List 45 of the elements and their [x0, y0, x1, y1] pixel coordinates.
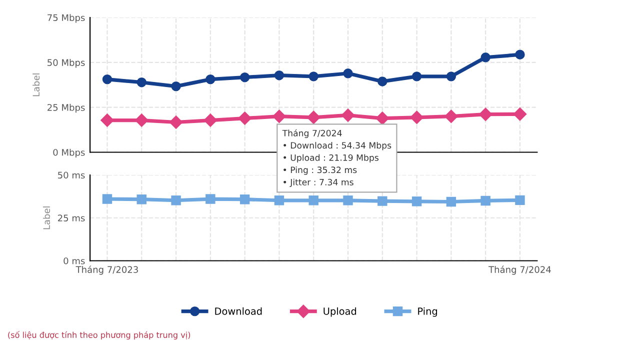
point: [412, 72, 422, 82]
x-tick-label: Tháng 7/2023: [76, 266, 138, 275]
text: • Ping : 35.32 ms: [284, 166, 357, 175]
point: [478, 108, 492, 121]
point: [136, 78, 146, 88]
y-tick-label: 75 Mbps: [48, 14, 85, 23]
point: [410, 110, 424, 124]
point: [272, 110, 286, 123]
point: [102, 74, 112, 84]
point: [308, 72, 318, 82]
point: [515, 50, 525, 60]
legend-label: Ping: [418, 307, 437, 317]
point: [135, 114, 148, 127]
y-axis-title: Label: [32, 74, 40, 96]
legend-label: Upload: [324, 307, 356, 317]
legend-label: Download: [215, 307, 262, 315]
point: [341, 108, 355, 122]
point: [238, 112, 252, 125]
point: [343, 68, 353, 78]
point: [307, 110, 320, 124]
point: [100, 114, 114, 127]
point: [274, 70, 284, 80]
y-tick-label: 50 ms: [58, 172, 85, 179]
point: [513, 108, 527, 121]
y-tick-label: 25 Mbps: [48, 104, 85, 113]
annotation: Tháng 7/2024: [282, 129, 342, 138]
annotation: • Download : 54.34 Mbps: [284, 142, 392, 150]
y-tick-label: 0 ms: [64, 257, 85, 264]
text: (số liệu được tính theo phương pháp trung vị): [8, 331, 190, 340]
point: [169, 116, 183, 129]
y-axis-title: Label: [43, 206, 50, 230]
point: [444, 110, 458, 123]
point: [378, 76, 388, 86]
point: [240, 72, 250, 82]
point: [171, 81, 181, 92]
y-tick-label: 0 Mbps: [53, 148, 85, 158]
y-tick-label: 50 Mbps: [48, 58, 85, 68]
point: [446, 72, 456, 82]
annotation: • Jitter : 7.34 ms: [284, 178, 354, 187]
y-tick-label: 25 ms: [58, 214, 85, 222]
point: [204, 114, 218, 127]
point: [480, 52, 490, 62]
text: • Upload : 21.19 Mbps: [284, 154, 378, 163]
point: [206, 74, 216, 84]
point: [376, 112, 389, 125]
